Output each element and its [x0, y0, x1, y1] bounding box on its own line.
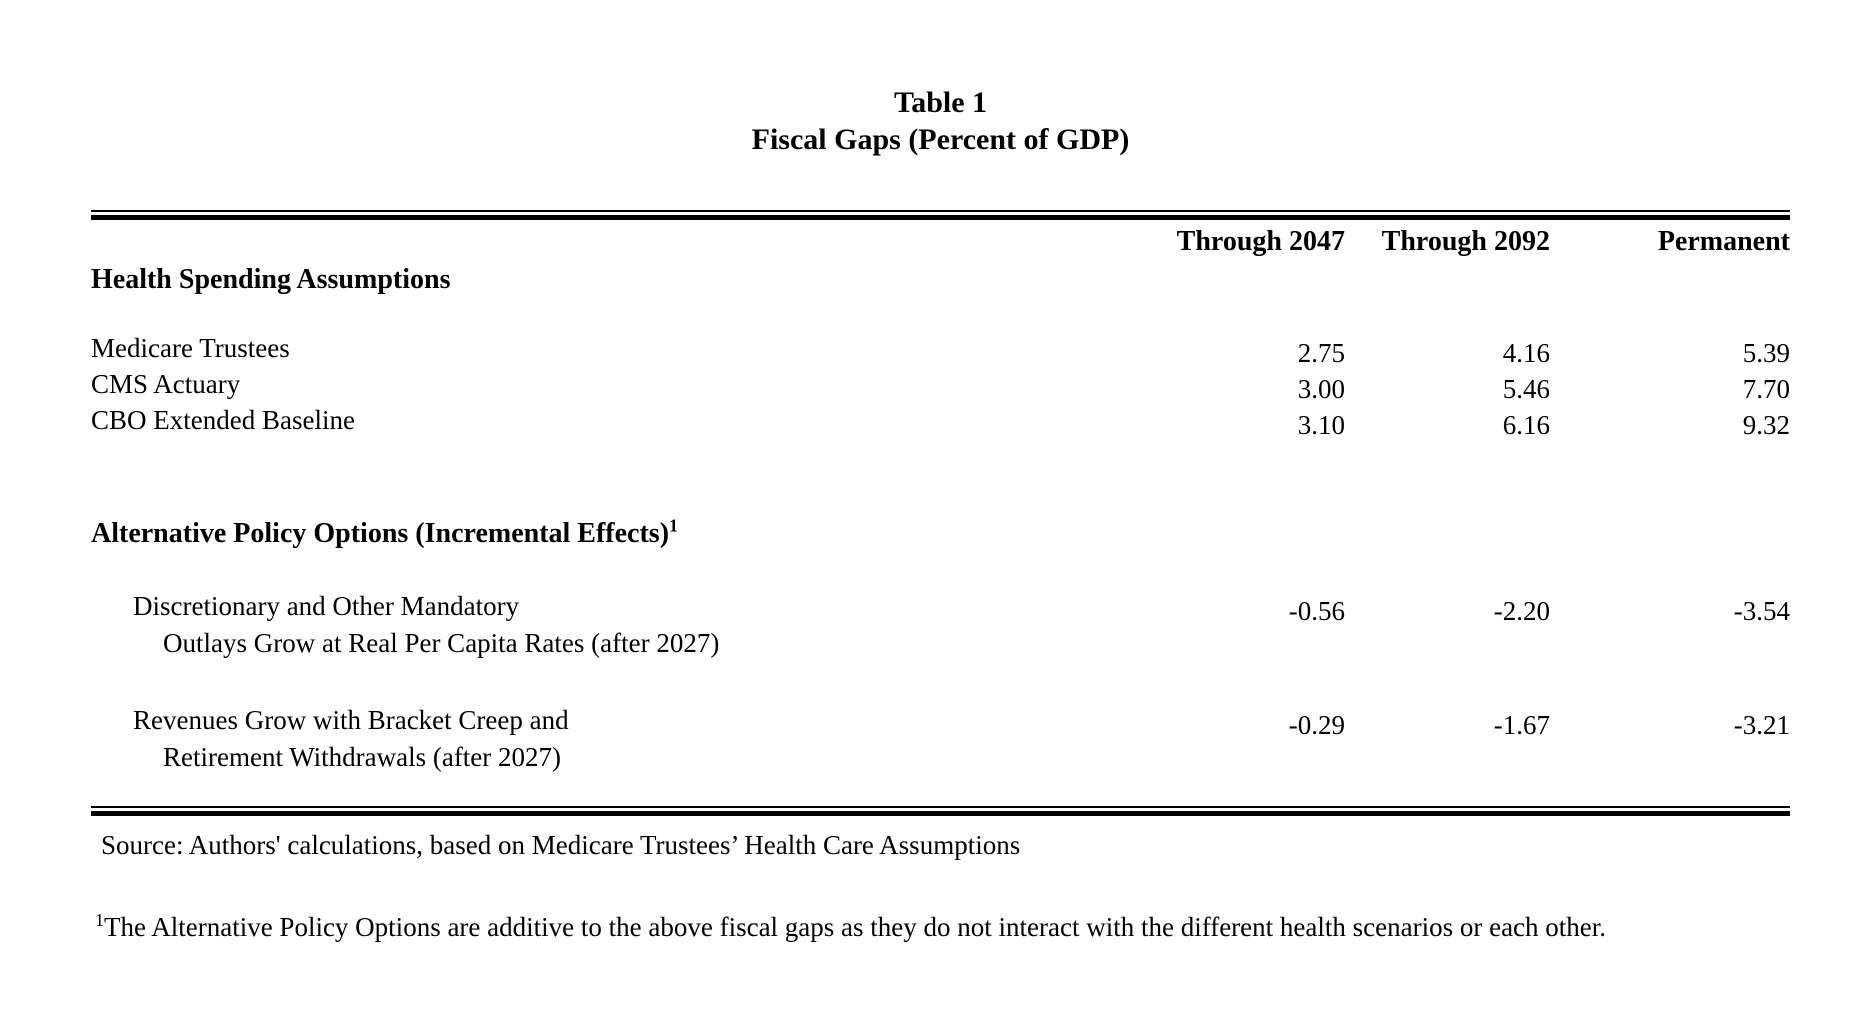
spacer-row: [91, 436, 1790, 514]
section-heading-alternative-policy: Alternative Policy Options (Incremental …: [91, 514, 1790, 550]
section-heading-health-spending: Health Spending Assumptions: [91, 264, 451, 295]
row-label: Medicare Trustees: [91, 333, 290, 363]
source-note: Source: Authors' calculations, based on …: [101, 830, 1021, 860]
value-permanent: -3.54: [1733, 596, 1790, 626]
table-caption: Fiscal Gaps (Percent of GDP): [751, 123, 1130, 156]
column-header-through-2092: Through 2092: [1381, 226, 1550, 257]
row-label-line1: Revenues Grow with Bracket Creep and: [133, 705, 569, 735]
spacer-row: [91, 776, 1790, 806]
value-through-2092: 4.16: [1502, 338, 1550, 368]
value-permanent: 9.32: [1742, 410, 1790, 440]
value-through-2092: -1.67: [1493, 710, 1550, 740]
row-label: CMS Actuary: [91, 369, 241, 399]
table-row-cms-actuary: CMS Actuary 3.00 5.46 7.70: [91, 364, 1790, 404]
value-through-2047: 3.10: [1297, 410, 1345, 440]
table-row-medicare-trustees: Medicare Trustees 2.75 4.16 5.39: [91, 328, 1790, 368]
table-row-cbo-extended-baseline: CBO Extended Baseline 3.10 6.16 9.32: [91, 400, 1790, 440]
bottom-double-rule: [91, 806, 1790, 816]
section-heading-row-health: Health Spending Assumptions: [91, 260, 1790, 296]
row-label-two-line: Revenues Grow with Bracket Creep and Ret…: [91, 702, 1135, 776]
row-label-two-line: Discretionary and Other Mandatory Outlay…: [91, 588, 1135, 662]
value-through-2047: -0.56: [1288, 596, 1345, 626]
value-through-2047: 3.00: [1297, 374, 1345, 404]
table-row-revenues-bracket-creep: Revenues Grow with Bracket Creep and Ret…: [91, 702, 1790, 776]
spacer-row: [91, 550, 1790, 588]
top-double-rule: [91, 210, 1790, 220]
table-row-discretionary-outlays: Discretionary and Other Mandatory Outlay…: [91, 588, 1790, 662]
footnote-marker-superscript: 1: [95, 910, 104, 930]
section-heading-text: Alternative Policy Options (Incremental …: [91, 518, 670, 549]
fiscal-gaps-table: Through 2047 Through 2092 Permanent Heal…: [91, 220, 1790, 806]
value-permanent: 5.39: [1742, 338, 1790, 368]
column-header-empty: [91, 220, 1135, 260]
footnote-text: The Alternative Policy Options are addit…: [104, 912, 1607, 942]
value-permanent: 7.70: [1742, 374, 1790, 404]
table-title-block: Table 1 Fiscal Gaps (Percent of GDP): [91, 0, 1790, 158]
value-through-2092: 6.16: [1502, 410, 1550, 440]
footnote-marker-superscript: 1: [669, 515, 679, 536]
row-label-line2: Retirement Withdrawals (after 2027): [163, 742, 562, 772]
spacer-row: [91, 296, 1790, 328]
column-header-permanent: Permanent: [1657, 226, 1790, 257]
section-heading-row-policy: Alternative Policy Options (Incremental …: [91, 514, 1790, 550]
footnote: 1The Alternative Policy Options are addi…: [91, 910, 1831, 942]
table-container: Through 2047 Through 2092 Permanent Heal…: [91, 210, 1790, 816]
value-through-2047: 2.75: [1297, 338, 1345, 368]
column-header-through-2047: Through 2047: [1176, 226, 1345, 257]
column-header-row: Through 2047 Through 2092 Permanent: [91, 220, 1790, 260]
value-through-2047: -0.29: [1288, 710, 1345, 740]
spacer-row: [91, 662, 1790, 702]
row-label-line1: Discretionary and Other Mandatory: [133, 591, 520, 621]
row-label: CBO Extended Baseline: [91, 405, 355, 435]
value-through-2092: -2.20: [1493, 596, 1550, 626]
value-permanent: -3.21: [1733, 710, 1790, 740]
row-label-line2: Outlays Grow at Real Per Capita Rates (a…: [163, 628, 720, 658]
value-through-2092: 5.46: [1502, 374, 1550, 404]
table-number-title: Table 1: [893, 86, 988, 119]
